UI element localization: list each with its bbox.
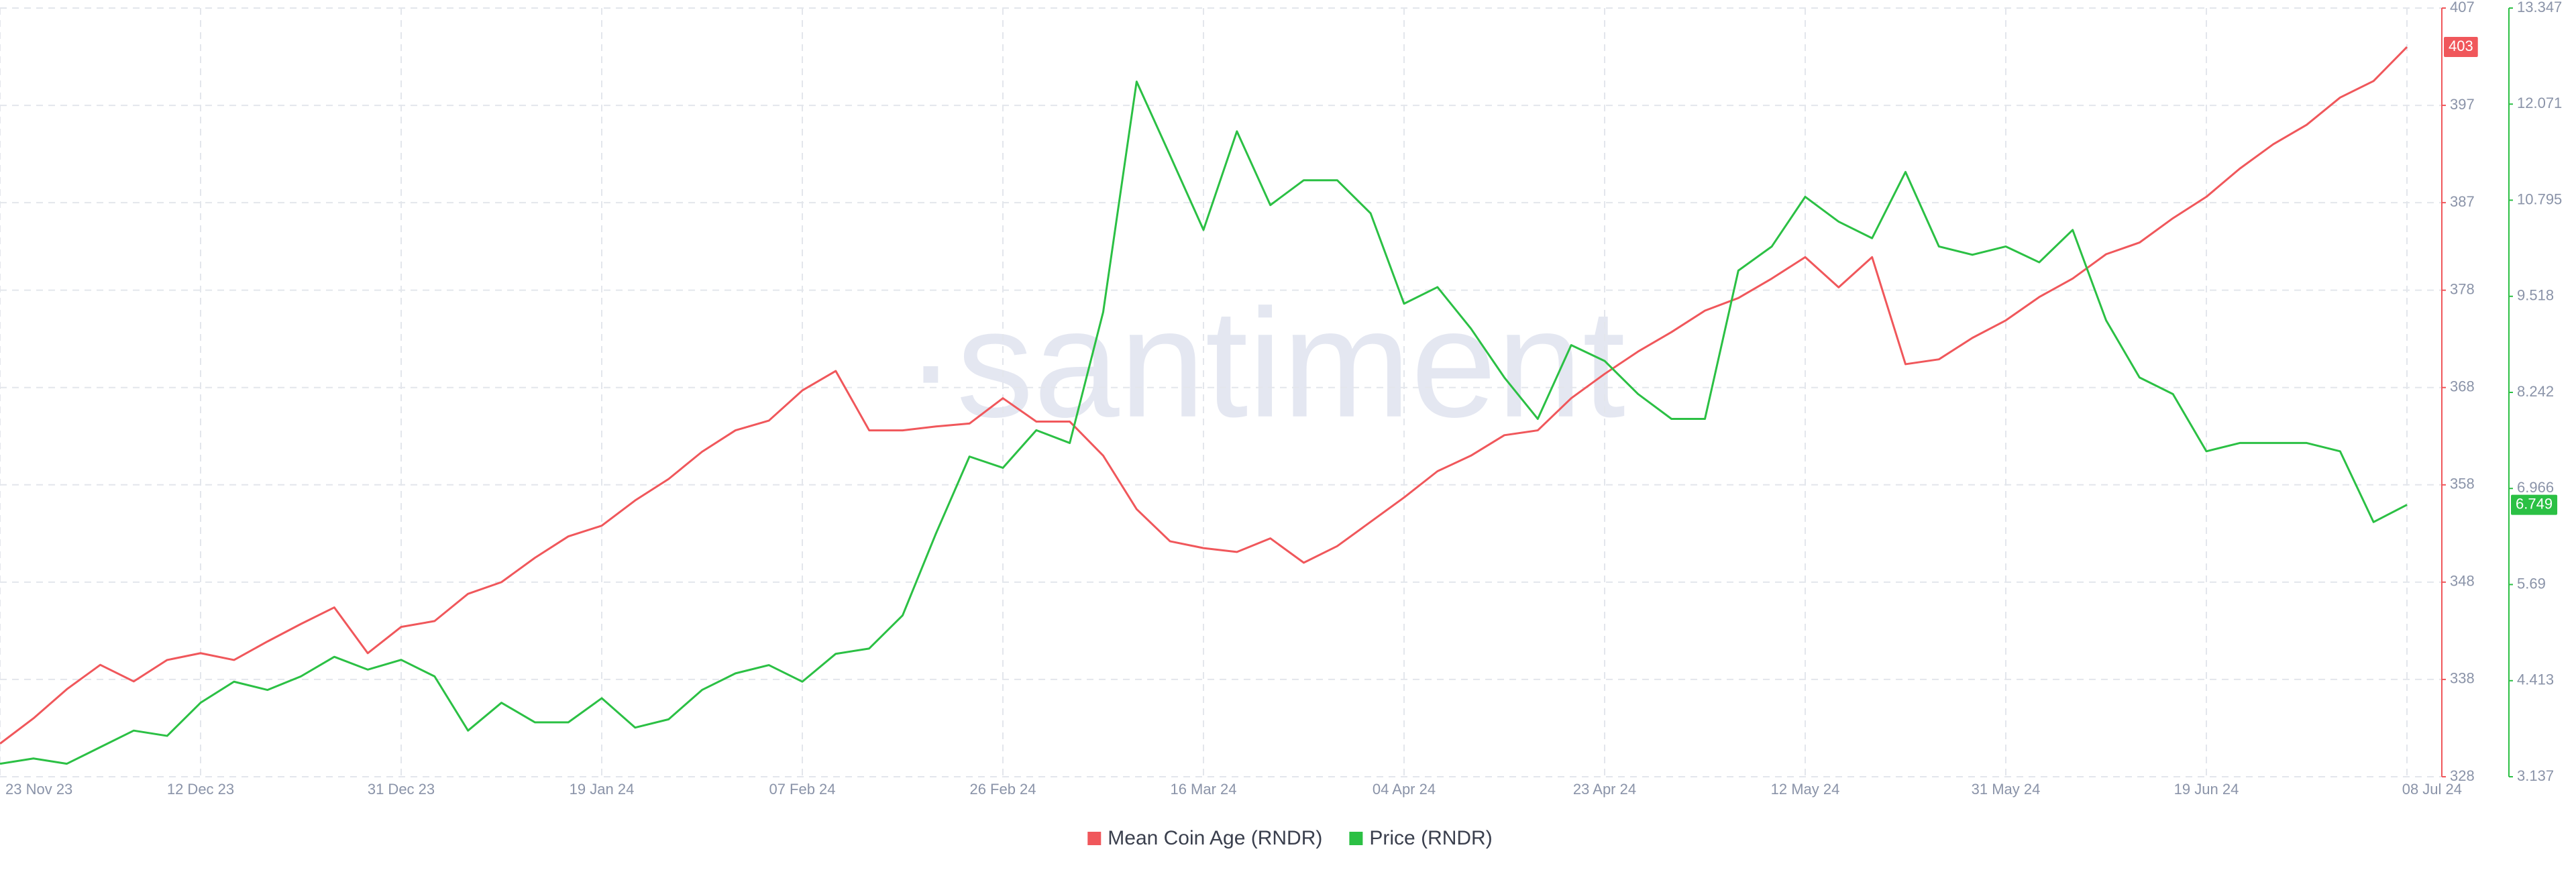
x-tick-label: 19 Jan 24 bbox=[570, 781, 635, 798]
x-tick-label: 12 May 24 bbox=[1771, 781, 1840, 798]
y2-tick-label: 10.795 bbox=[2517, 190, 2562, 207]
x-tick-label: 26 Feb 24 bbox=[969, 781, 1036, 798]
legend-swatch bbox=[1349, 832, 1363, 845]
last-value-label: 6.749 bbox=[2516, 495, 2553, 512]
y-tick-label: 348 bbox=[2450, 573, 2475, 590]
y2-tick-label: 4.413 bbox=[2517, 671, 2554, 688]
legend-label: Price (RNDR) bbox=[1369, 827, 1492, 849]
y-tick-label: 328 bbox=[2450, 767, 2475, 784]
y-tick-label: 387 bbox=[2450, 193, 2475, 210]
x-tick-label: 07 Feb 24 bbox=[769, 781, 835, 798]
y2-tick-label: 12.071 bbox=[2517, 95, 2562, 111]
y-tick-label: 407 bbox=[2450, 0, 2475, 15]
y-tick-label: 368 bbox=[2450, 378, 2475, 395]
x-tick-label: 23 Nov 23 bbox=[5, 781, 72, 798]
x-tick-label: 04 Apr 24 bbox=[1373, 781, 1436, 798]
y2-tick-label: 9.518 bbox=[2517, 287, 2554, 304]
line-series bbox=[0, 80, 2408, 765]
y2-tick-label: 13.347 bbox=[2517, 0, 2562, 15]
x-tick-label: 19 Jun 24 bbox=[2174, 781, 2239, 798]
y2-tick-label: 8.242 bbox=[2517, 383, 2554, 400]
last-value-tag bbox=[2444, 37, 2478, 58]
line-series bbox=[0, 46, 2408, 745]
watermark: ·santiment bbox=[905, 277, 1625, 449]
y2-tick-label: 3.137 bbox=[2517, 767, 2554, 784]
x-tick-label: 31 May 24 bbox=[1972, 781, 2041, 798]
y-tick-label: 358 bbox=[2450, 476, 2475, 492]
y-tick-label: 378 bbox=[2450, 280, 2475, 297]
y-tick-label: 397 bbox=[2450, 96, 2475, 113]
x-tick-label: 31 Dec 23 bbox=[368, 781, 435, 798]
y2-tick-label: 5.69 bbox=[2517, 575, 2546, 592]
x-tick-label: 08 Jul 24 bbox=[2402, 781, 2462, 798]
y-tick-label: 338 bbox=[2450, 670, 2475, 687]
x-tick-label: 23 Apr 24 bbox=[1573, 781, 1636, 798]
x-tick-label: 16 Mar 24 bbox=[1170, 781, 1236, 798]
legend-swatch bbox=[1087, 832, 1102, 845]
last-value-tag bbox=[2511, 494, 2558, 515]
last-value-label: 403 bbox=[2449, 38, 2473, 54]
y2-tick-label: 6.966 bbox=[2517, 479, 2554, 496]
legend-label: Mean Coin Age (RNDR) bbox=[1108, 827, 1322, 849]
x-tick-label: 12 Dec 23 bbox=[167, 781, 234, 798]
